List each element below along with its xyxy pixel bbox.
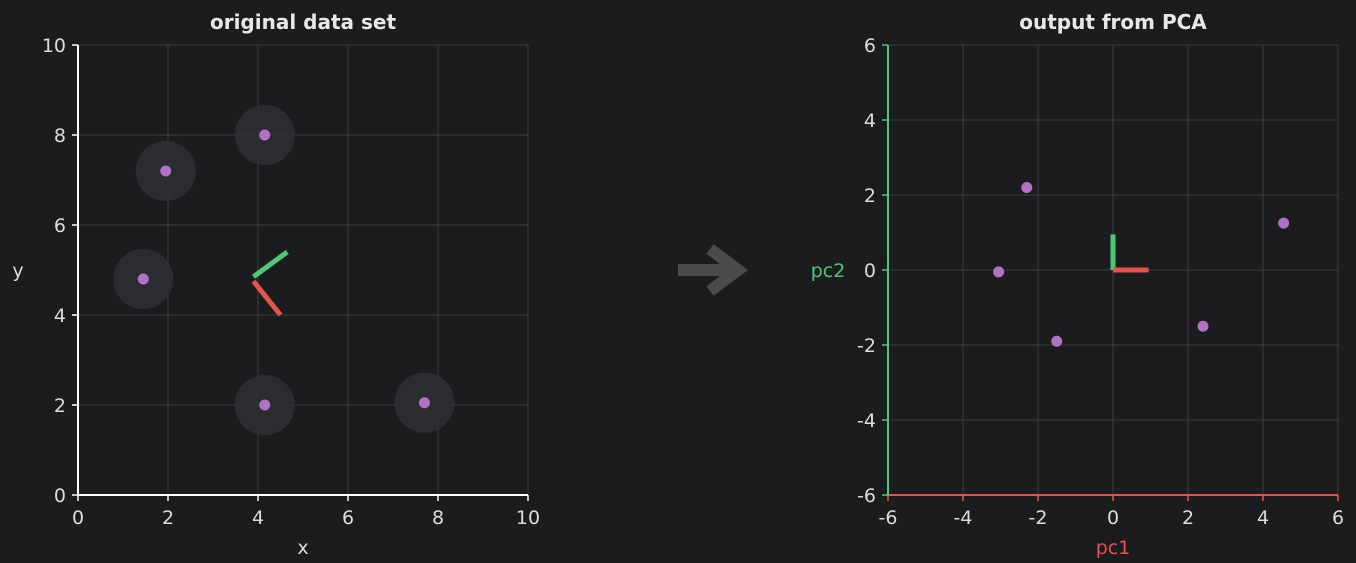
x-tick-label: 0 <box>72 507 84 529</box>
y-tick-label: 0 <box>864 260 876 282</box>
y-tick-label: 8 <box>54 125 66 147</box>
y-tick-label: 4 <box>864 110 876 132</box>
arrow-right-icon <box>678 244 748 296</box>
chart-title: original data set <box>210 10 396 34</box>
data-point <box>1197 320 1209 332</box>
x-tick-label: 8 <box>432 507 444 529</box>
y-tick-label: 10 <box>42 35 66 57</box>
chart-title: output from PCA <box>1019 10 1207 34</box>
pca-output-chart: output from PCA -6 -4 -2 0 2 4 6 -6 -4 -2 0 2 4 6 pc1 pc… <box>811 10 1344 559</box>
x-tick-label: -2 <box>1029 507 1048 529</box>
component-vector <box>251 279 283 317</box>
y-tick-label: -2 <box>857 335 876 357</box>
data-point <box>993 266 1005 278</box>
y-tick-label: 4 <box>54 305 66 327</box>
data-point <box>137 273 149 285</box>
y-tick-label: 0 <box>54 485 66 507</box>
x-tick-label: -6 <box>879 507 898 529</box>
x-tick-label: 10 <box>516 507 540 529</box>
x-tick-label: 6 <box>1332 507 1344 529</box>
data-point <box>160 165 172 177</box>
x-tick-label: 6 <box>342 507 354 529</box>
y-axis-label: y <box>12 260 23 282</box>
x-axis-label: pc1 <box>1096 537 1131 559</box>
data-point <box>1278 217 1290 229</box>
y-axis-label: pc2 <box>811 260 846 282</box>
y-tick-label: -6 <box>857 485 876 507</box>
data-point <box>1021 182 1033 193</box>
x-tick-label: 4 <box>1257 507 1269 529</box>
x-tick-label: 4 <box>252 507 264 529</box>
x-tick-label: 2 <box>162 507 174 529</box>
x-tick-label: 2 <box>1182 507 1194 529</box>
y-tick-label: 6 <box>864 35 876 57</box>
y-tick-label: -4 <box>857 410 876 432</box>
component-vector <box>252 249 289 279</box>
data-point <box>259 399 271 411</box>
y-tick-label: 2 <box>54 395 66 417</box>
data-point <box>1051 335 1063 347</box>
y-tick-label: 2 <box>864 185 876 207</box>
data-point <box>259 129 271 141</box>
x-tick-label: 0 <box>1107 507 1119 529</box>
x-tick-label: -4 <box>954 507 973 529</box>
original-data-chart: original data set 0 2 4 6 8 10 0 2 4 6 8 10 x y <box>12 10 540 559</box>
data-point <box>419 397 430 409</box>
x-axis-label: x <box>297 537 308 559</box>
y-tick-label: 6 <box>54 215 66 237</box>
